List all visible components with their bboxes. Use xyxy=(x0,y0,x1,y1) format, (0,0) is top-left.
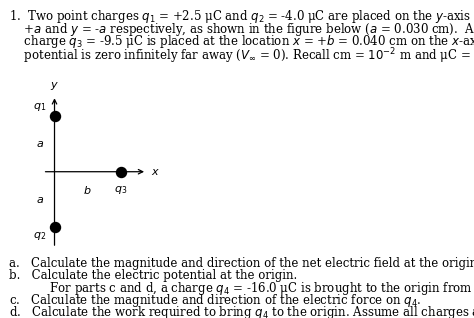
Text: a.   Calculate the magnitude and direction of the net electric field at the orig: a. Calculate the magnitude and direction… xyxy=(9,257,474,270)
Text: For parts c and d, a charge $q_4$ = -16.0 μC is brought to the origin from infin: For parts c and d, a charge $q_4$ = -16.… xyxy=(31,280,474,297)
Text: $x$: $x$ xyxy=(151,167,160,177)
Text: charge $q_3$ = -9.5 μC is placed at the location $x$ = +$b$ = 0.040 cm on the $x: charge $q_3$ = -9.5 μC is placed at the … xyxy=(9,33,474,50)
Text: $b$: $b$ xyxy=(83,184,92,196)
Text: $q_2$: $q_2$ xyxy=(33,230,46,242)
Text: $a$: $a$ xyxy=(36,195,44,204)
Text: b.   Calculate the electric potential at the origin.: b. Calculate the electric potential at t… xyxy=(9,269,297,282)
Text: 1.  Two point charges $q_1$ = +2.5 μC and $q_2$ = -4.0 μC are placed on the $y$-: 1. Two point charges $q_1$ = +2.5 μC and… xyxy=(9,8,474,25)
Text: $q_1$: $q_1$ xyxy=(33,101,46,113)
Point xyxy=(51,114,58,119)
Point xyxy=(117,169,125,174)
Text: potential is zero infinitely far away ($V_\infty$ = 0). Recall cm = $10^{-2}$ m : potential is zero infinitely far away ($… xyxy=(9,46,474,66)
Text: +$a$ and $y$ = -$a$ respectively, as shown in the figure below ($a$ = 0.030 cm).: +$a$ and $y$ = -$a$ respectively, as sho… xyxy=(9,21,474,38)
Text: $q_3$: $q_3$ xyxy=(114,184,128,196)
Text: $y$: $y$ xyxy=(50,80,59,92)
Point xyxy=(51,225,58,230)
Text: c.   Calculate the magnitude and direction of the electric force on $q_4$.: c. Calculate the magnitude and direction… xyxy=(9,292,421,309)
Text: $a$: $a$ xyxy=(36,139,44,149)
Text: d.   Calculate the work required to bring $q_4$ to the origin. Assume all charge: d. Calculate the work required to bring … xyxy=(9,304,474,318)
